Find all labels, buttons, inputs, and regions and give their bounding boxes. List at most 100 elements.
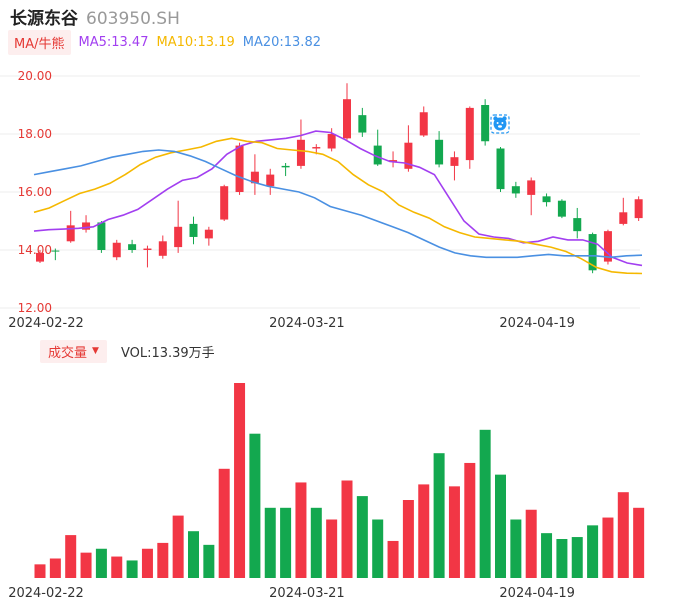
candle-body (450, 157, 459, 166)
volume-bar (80, 552, 92, 578)
candle-body (36, 252, 44, 262)
volume-value: VOL:13.39万手 (120, 345, 215, 361)
volume-bar (448, 486, 460, 578)
volume-bar (34, 564, 46, 578)
volume-date-label: 2024-03-21 (269, 586, 345, 601)
ma-legend: MA/牛熊 MA5:13.47 MA10:13.19 MA20:13.82 (8, 29, 321, 55)
candle-body (435, 139, 444, 165)
candle (373, 129, 382, 166)
candle-body (619, 212, 628, 224)
volume-bar (203, 544, 215, 578)
stock-name: 长源东谷 (10, 9, 78, 29)
candle-body (603, 231, 612, 262)
candle-body (634, 199, 643, 219)
candle (481, 99, 490, 146)
candle (619, 197, 628, 226)
candle (36, 250, 44, 264)
candle (419, 106, 428, 137)
candle-body (296, 139, 305, 166)
candle-body (174, 226, 183, 248)
volume-date-axis: 2024-02-22 2024-03-21 2024-04-19 (8, 586, 575, 601)
volume-bar (464, 462, 476, 578)
candle (235, 142, 244, 195)
candle-body (588, 234, 597, 271)
bear-badge-icon[interactable] (490, 114, 510, 134)
candle-body (358, 115, 367, 133)
candle-body (281, 165, 290, 168)
candle-body (189, 223, 198, 237)
candle-body (250, 171, 259, 184)
candle-body (97, 222, 106, 250)
candle-body (511, 186, 520, 194)
candlestick-series (36, 83, 643, 274)
candle-body (557, 200, 566, 217)
candle (358, 107, 367, 137)
candle-body (158, 241, 167, 256)
candle (281, 163, 290, 177)
candle-body (112, 242, 121, 258)
candle (496, 147, 505, 192)
candle (389, 151, 398, 168)
candle (542, 193, 551, 207)
volume-bar (218, 468, 230, 578)
candle-body (143, 248, 152, 250)
candle (511, 181, 520, 198)
candle-body (404, 142, 413, 169)
volume-bar (571, 537, 583, 578)
price-tick-label: 12.00 (18, 301, 52, 315)
candle (220, 184, 229, 221)
candle (588, 232, 597, 274)
candle-body (66, 225, 75, 242)
volume-bar (356, 496, 368, 578)
volume-bar (387, 540, 399, 578)
candle-body (527, 180, 536, 195)
candle-body (220, 186, 229, 220)
candle (573, 207, 582, 239)
candle (174, 200, 183, 253)
moving-average-lines (33, 130, 643, 275)
candle (66, 210, 75, 243)
ma-indicator-toggle[interactable]: MA/牛熊 (8, 29, 71, 55)
stock-header: 长源东谷 603950.SH (10, 4, 180, 29)
candle-body (481, 105, 490, 142)
candle-body (343, 99, 351, 139)
volume-bar (525, 509, 537, 578)
volume-date-label: 2024-02-22 (8, 586, 84, 601)
candle-body (419, 112, 428, 136)
volume-bar (402, 500, 414, 578)
volume-bar (141, 548, 153, 578)
volume-bar (280, 507, 292, 578)
volume-indicator-toggle[interactable]: 成交量 ▼ (40, 339, 107, 363)
candle (266, 168, 275, 195)
candle-body (204, 229, 213, 239)
candle (97, 221, 106, 253)
volume-toggle-label: 成交量 (48, 345, 88, 361)
volume-bar (157, 542, 169, 578)
volume-bar (495, 474, 506, 578)
volume-bar (310, 507, 322, 578)
volume-bar (65, 535, 77, 578)
candle (465, 106, 474, 169)
price-date-label: 2024-04-19 (499, 316, 575, 331)
volume-bar (326, 519, 338, 578)
volume-bar (234, 383, 246, 578)
candle (128, 239, 137, 253)
candle (343, 83, 351, 140)
candle-body (51, 250, 60, 252)
ma20-line (33, 149, 643, 259)
volume-bar (510, 519, 522, 578)
volume-bar (341, 480, 353, 578)
candle-body (327, 134, 336, 149)
ma5-label: MA5:13.47 (78, 34, 149, 50)
volume-bar (479, 429, 491, 578)
candle (204, 226, 213, 246)
candle (634, 196, 643, 221)
candle-body (573, 218, 582, 232)
volume-bar (433, 453, 445, 578)
volume-bar (249, 433, 261, 578)
candle (527, 177, 536, 216)
price-tick-label: 14.00 (18, 243, 52, 257)
candle (158, 235, 167, 259)
volume-legend: 成交量 ▼ VOL:13.39万手 (40, 339, 215, 363)
volume-series (34, 383, 645, 578)
